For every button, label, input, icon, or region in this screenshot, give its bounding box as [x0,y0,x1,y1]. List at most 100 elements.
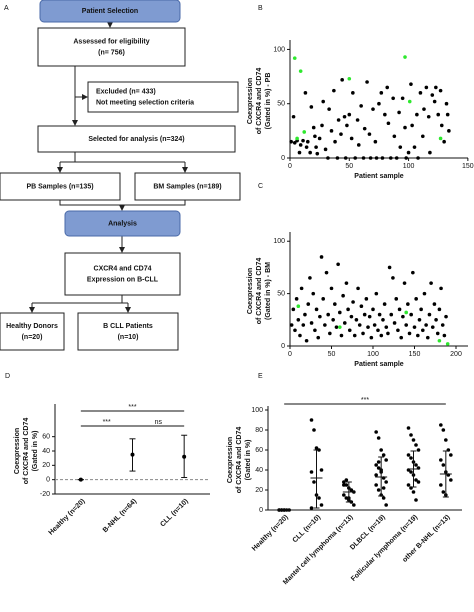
point [422,291,427,296]
sig-label: ns [155,419,163,426]
point [432,99,437,104]
point [379,333,384,338]
point [411,490,416,494]
point [357,323,362,327]
y-axis-label: of CXCR4 and CD74 [23,418,30,485]
point [371,307,375,312]
y-tick-label: 100 [273,46,285,53]
point [447,129,451,133]
point [414,443,418,447]
point [392,134,397,139]
point [317,136,322,141]
point [401,314,405,319]
point [372,323,377,327]
y-axis-label: of CXCR4 and CD74 [256,258,263,325]
point [444,314,448,319]
x-tick-label: 50 [328,351,336,358]
y-tick-label: 100 [251,407,263,414]
point [338,310,342,315]
flow-text: CXCR4 and CD74 [94,265,152,272]
point [438,136,443,141]
point [331,318,335,322]
flow-box [64,210,181,237]
flow-text: Selected for analysis (n=324) [88,136,184,143]
point [326,156,330,160]
point [381,453,386,457]
y-axis-label: Coexpression [14,428,21,474]
flow-box [134,172,241,201]
point [382,302,387,306]
flow-box [0,312,65,351]
y-tick-label: 60 [255,447,263,454]
point [301,323,306,327]
point [376,460,381,464]
point [417,318,422,322]
point [424,323,428,327]
sig-label: *** [103,419,111,426]
x-tick-label: CLL (n=10) [159,498,190,529]
point [361,156,366,160]
point [411,270,415,275]
point [439,123,444,128]
x-tick-label: CLL (n=10) [292,514,323,545]
point [342,483,346,487]
point [421,134,425,139]
point [409,470,413,474]
point [415,112,419,117]
flow-text: PB Samples (n=135) [26,183,93,190]
point [402,281,407,285]
point [442,139,446,144]
point [406,150,411,155]
point [385,85,390,90]
x-axis-label: Patient sample [354,361,404,368]
flow-box [64,252,181,296]
point [369,335,374,340]
point [416,480,421,484]
point [318,314,322,319]
point [304,338,309,343]
point [409,312,413,317]
point [376,328,380,333]
point [432,302,437,306]
point [371,107,375,111]
flow-box [77,312,179,351]
flow-text: B CLL Patients [103,323,153,330]
point [292,141,297,145]
point [347,328,352,333]
point [387,265,392,270]
y-tick-label: 50 [277,290,285,297]
point [416,333,420,338]
point [313,134,317,139]
y-tick-label: 20 [42,462,50,469]
y-axis-label: Coexpression [227,437,234,483]
flow-box [0,172,121,201]
point [381,486,386,490]
point [299,286,304,291]
x-tick-label: Mantel cell lymphoma (n=13) [282,514,354,586]
y-tick-label: 50 [277,101,285,108]
point [421,328,425,333]
point [347,76,352,81]
point [323,323,327,327]
point [377,101,381,106]
y-tick-label: 0 [46,477,50,484]
point [439,286,443,291]
point [328,331,332,336]
point [400,96,405,101]
point [359,104,363,108]
panel-label: D [5,373,10,380]
y-tick-label: 80 [255,427,263,434]
point [373,139,378,144]
point [295,136,299,141]
point [407,331,412,336]
point [333,302,337,306]
point [342,480,346,484]
point [440,323,445,327]
point [351,91,355,95]
point [327,107,331,111]
y-axis-label: (Gated in %) [32,431,39,472]
point [308,150,312,155]
point [344,496,349,500]
point [414,297,418,301]
point [380,156,385,160]
